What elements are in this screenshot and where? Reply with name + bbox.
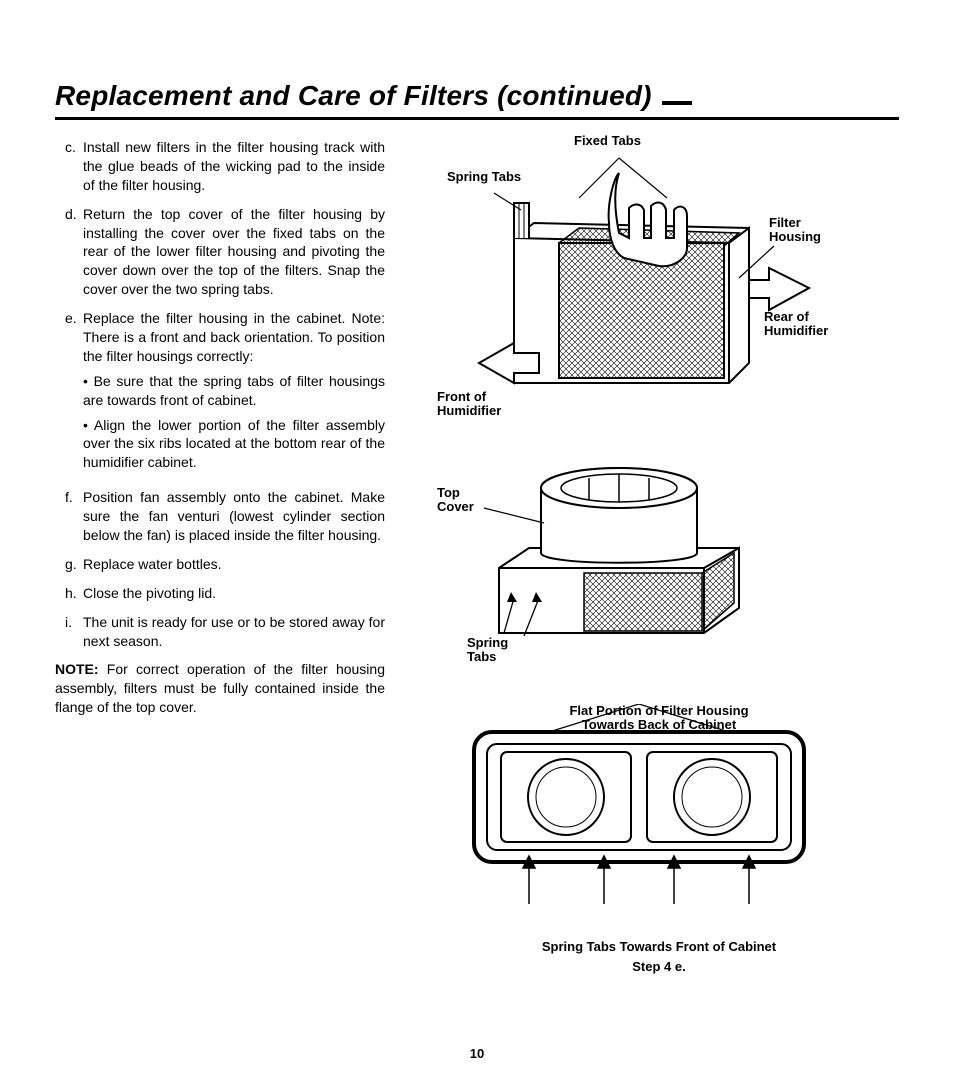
step-marker: f. (55, 488, 83, 545)
step-list: c. Install new filters in the filter hou… (55, 138, 385, 650)
page-number: 10 (0, 1046, 954, 1061)
label-fixed-tabs: Fixed Tabs (574, 134, 641, 148)
note-text: For correct operation of the filter hous… (55, 661, 385, 715)
step-marker: e. (55, 309, 83, 478)
label-step-ref: Step 4 e. (419, 960, 899, 974)
step-text: Position fan assembly onto the cabinet. … (83, 488, 385, 545)
label-spring-tabs-front: Spring Tabs Towards Front of Cabinet (419, 940, 899, 954)
label-spring-tabs-2: Spring Tabs (467, 636, 508, 665)
step-marker: d. (55, 205, 83, 299)
cabinet-top-illustration (419, 704, 859, 914)
step-e: e. Replace the filter housing in the cab… (55, 309, 385, 478)
step-g: g. Replace water bottles. (55, 555, 385, 574)
step-d: d. Return the top cover of the filter ho… (55, 205, 385, 299)
instructions-column: c. Install new filters in the filter hou… (55, 138, 385, 974)
figure-filter-housing: Fixed Tabs Spring Tabs Filter Housing Re… (419, 138, 899, 438)
label-front-humidifier: Front of Humidifier (437, 390, 501, 419)
note-paragraph: NOTE: For correct operation of the filte… (55, 660, 385, 717)
step-h: h. Close the pivoting lid. (55, 584, 385, 603)
step-text: Replace the filter housing in the cabine… (83, 309, 385, 478)
label-top-cover: Top Cover (437, 486, 474, 515)
step-text: Return the top cover of the filter housi… (83, 205, 385, 299)
step-text: The unit is ready for use or to be store… (83, 613, 385, 651)
label-spring-tabs: Spring Tabs (447, 170, 521, 184)
step-marker: h. (55, 584, 83, 603)
label-flat-portion: Flat Portion of Filter Housing Towards B… (419, 704, 899, 733)
step-i: i. The unit is ready for use or to be st… (55, 613, 385, 651)
figure-top-cover: Top Cover Spring Tabs (419, 458, 899, 668)
page-title-rule: Replacement and Care of Filters (continu… (55, 80, 899, 120)
step-e-main: Replace the filter housing in the cabine… (83, 310, 385, 364)
step-e-bullet-2: • Align the lower portion of the filter … (83, 416, 385, 473)
figures-column: Fixed Tabs Spring Tabs Filter Housing Re… (419, 138, 899, 974)
two-column-layout: c. Install new filters in the filter hou… (55, 138, 899, 974)
note-label: NOTE: (55, 661, 99, 677)
step-text: Replace water bottles. (83, 555, 385, 574)
step-marker: i. (55, 613, 83, 651)
title-trailing-mark (662, 101, 692, 105)
step-f: f. Position fan assembly onto the cabine… (55, 488, 385, 545)
step-marker: g. (55, 555, 83, 574)
step-text: Install new filters in the filter housin… (83, 138, 385, 195)
label-filter-housing: Filter Housing (769, 216, 821, 245)
label-rear-humidifier: Rear of Humidifier (764, 310, 828, 339)
step-text: Close the pivoting lid. (83, 584, 385, 603)
figure-cabinet-top: Flat Portion of Filter Housing Towards B… (419, 704, 899, 974)
step-c: c. Install new filters in the filter hou… (55, 138, 385, 195)
step-e-bullet-1: • Be sure that the spring tabs of filter… (83, 372, 385, 410)
page-title: Replacement and Care of Filters (continu… (55, 80, 652, 112)
step-marker: c. (55, 138, 83, 195)
